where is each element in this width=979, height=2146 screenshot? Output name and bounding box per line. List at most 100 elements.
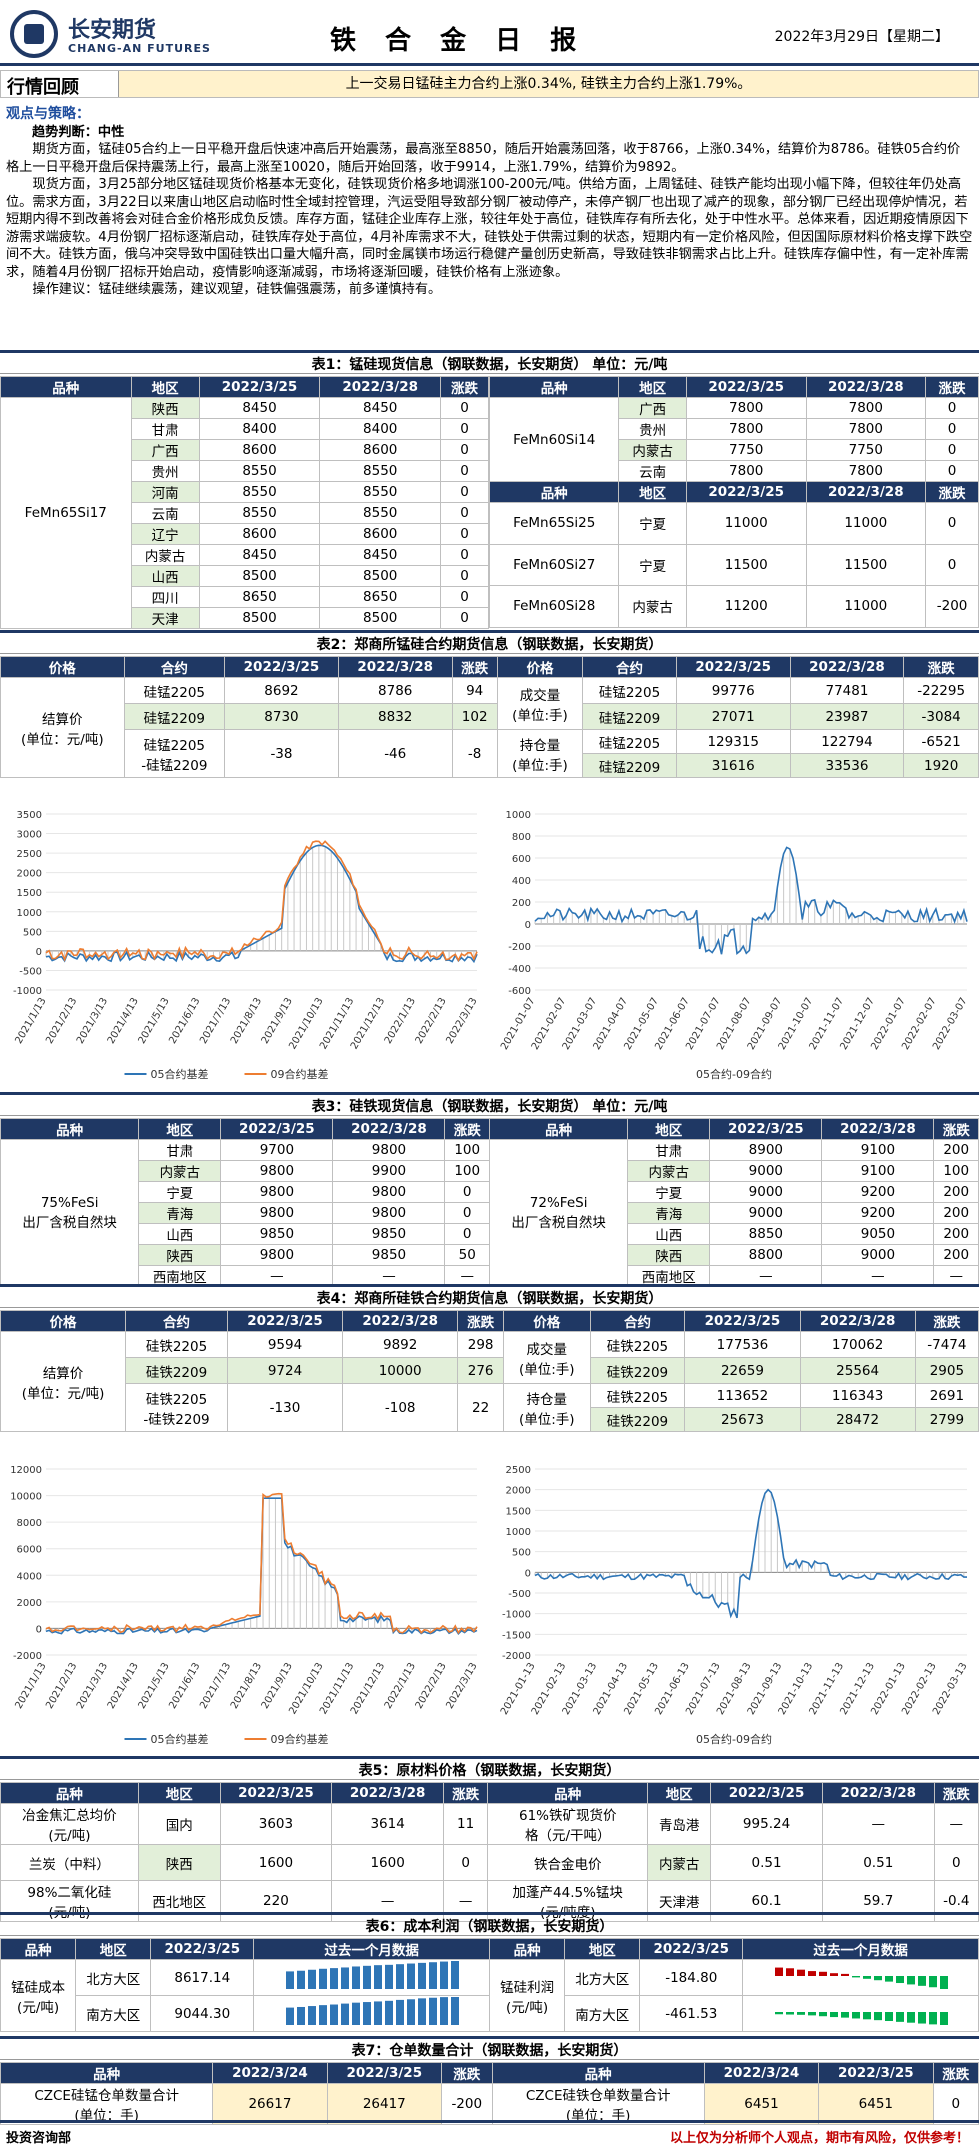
sparkline-bar xyxy=(928,2011,937,2024)
table-row: 贵州 8550 8550 0 xyxy=(1,460,489,482)
table-cell: -130 xyxy=(226,1383,344,1432)
column-header: 合约 xyxy=(123,656,226,678)
x-tick-label: 2021/5/13 xyxy=(137,996,172,1046)
variety-cell: 72%FeSi 出厂含税自然块 xyxy=(488,1139,629,1287)
column-header: 2022/3/28 xyxy=(789,656,905,678)
table6: 品种 地区 2022/3/25 过去一个月数据 品种 地区 2022/3/25 过去一个月数据… xyxy=(0,1938,979,2032)
table-row: 内蒙古 9800 9900 100 内蒙古 9000 9100 100 xyxy=(1,1160,979,1182)
column-header: 品种 xyxy=(488,1938,566,1960)
table-cell: 0 xyxy=(440,481,489,503)
table-cell: 陕西 xyxy=(137,1844,221,1881)
table-cell: 298 xyxy=(457,1331,504,1358)
y-tick-label: 1000 xyxy=(17,908,42,919)
x-tick-label: 2021/1/13 xyxy=(13,1661,48,1711)
table-cell: -461.53 xyxy=(639,1995,744,2032)
table-cell: -8 xyxy=(451,729,498,778)
table-cell: 云南 xyxy=(130,502,200,524)
table-cell: 26417 xyxy=(326,2083,442,2125)
sparkline-cell xyxy=(742,1959,979,1996)
x-tick-label: 2021/6/13 xyxy=(167,996,202,1046)
table-row: FeMn60Si28 内蒙古 11200 11000 -200 xyxy=(488,585,979,628)
sparkline-bar xyxy=(939,1975,948,1989)
y-tick-label: -600 xyxy=(508,986,531,997)
sparkline-bar xyxy=(873,1975,882,1980)
table-cell: 100 xyxy=(444,1139,490,1161)
variety-cell: FeMn60Si27 xyxy=(488,543,620,586)
x-tick-label: 2021/8/13 xyxy=(229,1661,264,1711)
sparkline-bar xyxy=(439,1996,448,2025)
column-header: 2022/3/25 xyxy=(709,1118,823,1140)
y-tick-label: 2000 xyxy=(17,869,42,880)
table-cell: 8617.14 xyxy=(150,1959,255,1996)
settle-price-label: 结算价 (单位：元/吨) xyxy=(0,1331,127,1432)
sparkline-bar xyxy=(939,2011,948,2025)
column-header: 合约 xyxy=(582,656,677,678)
table-cell: 0 xyxy=(925,543,979,586)
column-header: 2022/3/25 xyxy=(639,1938,744,1960)
table-cell: 9800 xyxy=(332,1181,446,1203)
sparkline-bar xyxy=(318,1968,327,1989)
y-tick-label: 0 xyxy=(36,947,42,958)
y-tick-label: 2500 xyxy=(17,849,42,860)
table-cell: 9000 xyxy=(709,1181,823,1203)
sparkline-cell xyxy=(742,1995,979,2032)
sparkline-bar xyxy=(928,1975,937,1987)
table-cell: 硅锰2209 xyxy=(582,753,677,778)
column-header: 涨跌 xyxy=(442,1782,489,1804)
table-header-row: 价格 合约 2022/3/25 2022/3/28 涨跌 价格 合约 2022/3/25 202… xyxy=(0,656,979,678)
table-cell: 陕西 xyxy=(130,397,200,419)
column-header: 涨跌 xyxy=(914,1310,979,1332)
sparkline-bar xyxy=(774,2011,783,2014)
x-tick-label: 2021/8/13 xyxy=(229,996,264,1046)
table-cell: 129315 xyxy=(675,729,791,754)
legend-label: 09合约基差 xyxy=(271,1732,329,1746)
table-cell: 陕西 xyxy=(627,1244,711,1266)
table-cell: 国内 xyxy=(137,1803,221,1845)
table-cell: 宁夏 xyxy=(627,1181,711,1203)
table-cell: 0.51 xyxy=(821,1844,935,1881)
table-cell: 2799 xyxy=(914,1407,979,1432)
chart-mnsi-basis: 3500300025002000150010005000-500-1000202… xyxy=(13,810,480,1081)
column-header: 2022/3/25 xyxy=(818,2062,934,2084)
column-header: 地区 xyxy=(618,376,687,398)
market-review-bar: 行情回顾 上一交易日锰硅主力合约上涨0.34%, 硅铁主力合约上涨1.79%。 xyxy=(0,70,979,98)
table-cell: 北方大区 xyxy=(564,1959,641,1996)
trend-judgment: 趋势判断：中性 xyxy=(32,124,125,140)
sparkline-bar xyxy=(818,1971,827,1976)
table-cell: 河南 xyxy=(130,481,200,503)
table-cell: 28472 xyxy=(799,1407,916,1432)
table-cell: 9050 xyxy=(821,1223,935,1245)
column-header: 2022/3/28 xyxy=(805,481,927,503)
column-header: 品种 xyxy=(0,376,132,398)
market-review-text: 上一交易日锰硅主力合约上涨0.34%, 硅铁主力合约上涨1.79%。 xyxy=(119,71,978,97)
table-cell: -108 xyxy=(342,1383,459,1432)
table-cell: 200 xyxy=(933,1181,979,1203)
table-cell: 9800 xyxy=(332,1139,446,1161)
table-cell: 0.51 xyxy=(710,1844,823,1881)
sparkline-bar xyxy=(439,1961,448,1989)
table-cell: 9594 xyxy=(226,1331,344,1358)
table-cell: 贵州 xyxy=(130,460,200,482)
column-header: 2022/3/25 xyxy=(226,1310,344,1332)
table-row: 结算价 (单位：元/吨) 硅铁2205 9594 9892 298 成交量 (单位:手) 硅铁2… xyxy=(0,1331,979,1432)
sparkline-bar xyxy=(296,2006,305,2025)
sparkline-bar xyxy=(851,1975,860,1977)
table-cell: 10000 xyxy=(342,1357,459,1384)
sparkline-bar xyxy=(406,1963,415,1989)
column-header: 品种 xyxy=(0,1938,77,1960)
x-tick-label: 2021/7/13 xyxy=(198,1661,233,1711)
footer-disclaimer: 以上仅为分析师个人观点，期市有风险，仅供参考！ xyxy=(669,2131,969,2146)
table-cell: 硅锰2205 xyxy=(582,729,677,754)
table-cell: 硅铁2205 xyxy=(125,1331,228,1358)
chart-fesi-spread: 25002000150010005000-500-1000-1500-20002… xyxy=(499,1465,970,1746)
table-cell: 60.1 xyxy=(710,1880,823,1922)
table-cell: CZCE硅铁仓单数量合计 (单位：手) xyxy=(491,2083,705,2125)
x-tick-label: 2021/1/13 xyxy=(13,996,48,1046)
table-cell: 南方大区 xyxy=(75,1995,152,2032)
table-cell: 27071 xyxy=(675,703,791,730)
x-tick-label: 2022/3/13 xyxy=(444,996,479,1046)
table-cell: 8692 xyxy=(224,677,339,704)
sparkline-cell xyxy=(253,1959,490,1996)
column-header: 合约 xyxy=(589,1310,686,1332)
column-header: 2022/3/25 xyxy=(675,656,791,678)
